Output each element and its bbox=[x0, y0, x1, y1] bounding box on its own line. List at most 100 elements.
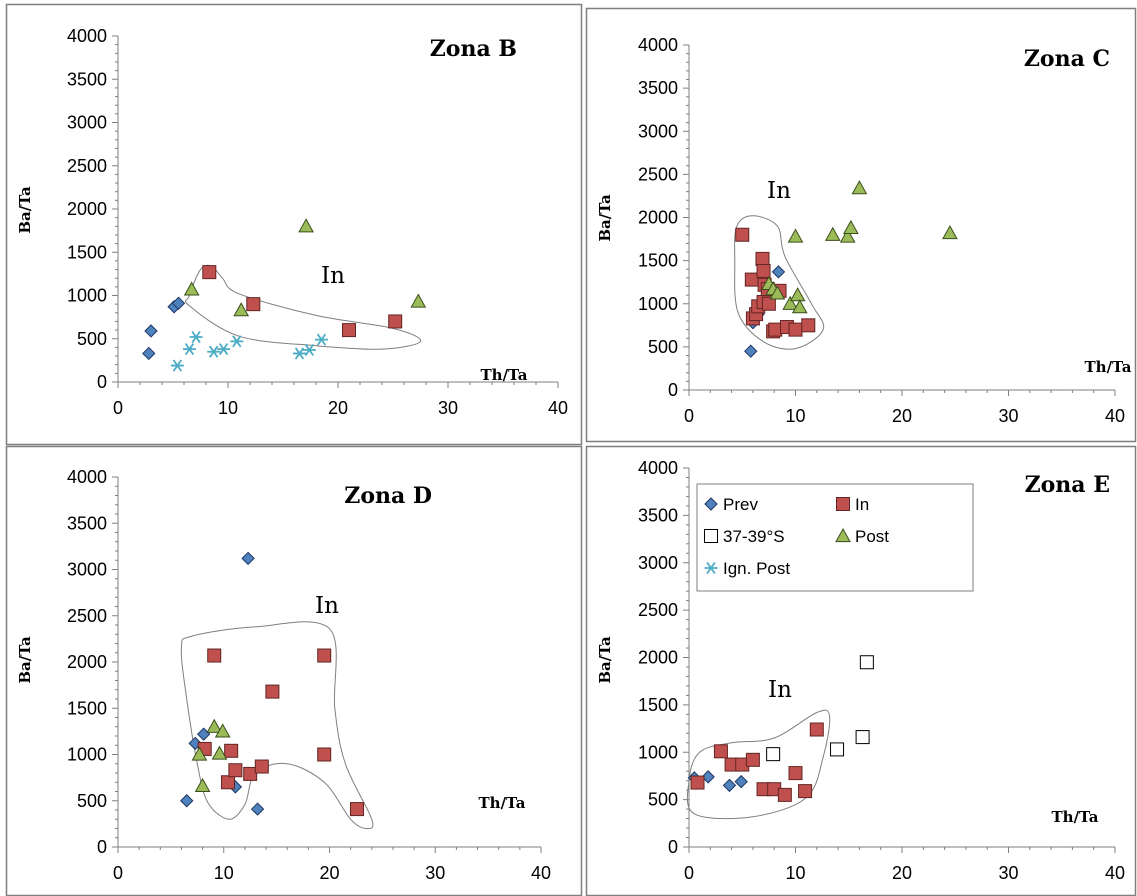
y-tick-label: 2500 bbox=[67, 156, 107, 176]
marker-prev bbox=[734, 774, 748, 789]
marker-post bbox=[787, 228, 804, 243]
y-tick-label: 2500 bbox=[638, 600, 678, 620]
x-tick-label: 20 bbox=[892, 863, 912, 883]
x-tick-label: 0 bbox=[113, 398, 123, 418]
marker-s3739 bbox=[855, 730, 870, 745]
y-tick-label: 2000 bbox=[638, 648, 678, 668]
marker-prev bbox=[771, 265, 786, 279]
marker-prev bbox=[171, 296, 186, 310]
marker-in bbox=[317, 747, 332, 762]
legend-label-post: Post bbox=[855, 527, 889, 546]
panel-border bbox=[5, 3, 583, 446]
x-tick-label: 10 bbox=[785, 406, 805, 426]
region-label-in: In bbox=[767, 178, 791, 204]
y-tick-label: 4000 bbox=[638, 35, 678, 55]
y-tick-label: 500 bbox=[77, 329, 107, 349]
y-tick-label: 3500 bbox=[638, 78, 678, 98]
x-tick-label: 10 bbox=[218, 398, 238, 418]
x-tick-label: 0 bbox=[113, 863, 123, 883]
marker-in bbox=[713, 744, 728, 759]
marker-post bbox=[410, 293, 427, 308]
region-label-in: In bbox=[315, 593, 339, 619]
legend-marker-prev bbox=[704, 497, 718, 511]
y-tick-label: 1000 bbox=[638, 294, 678, 314]
y-tick-label: 3500 bbox=[67, 69, 107, 89]
y-tick-label: 1000 bbox=[67, 745, 107, 765]
marker-post bbox=[824, 226, 841, 241]
y-tick-label: 4000 bbox=[67, 467, 107, 487]
marker-in bbox=[265, 684, 280, 699]
y-tick-label: 1000 bbox=[638, 742, 678, 762]
marker-prev bbox=[241, 551, 255, 566]
x-tick-label: 30 bbox=[425, 863, 445, 883]
x-tick-label: 20 bbox=[892, 406, 912, 426]
marker-s3739 bbox=[830, 742, 845, 757]
panel-zona-b: 0 500 1000 1500 2000 2500 3000 3500 4000 0 10 20 30 4… bbox=[5, 3, 583, 446]
x-axis-label: Th/Ta bbox=[481, 366, 528, 384]
y-tick-label: 3000 bbox=[638, 121, 678, 141]
legend-marker-post bbox=[835, 527, 851, 543]
x-tick-label: 40 bbox=[1105, 863, 1125, 883]
marker-prev bbox=[180, 794, 194, 808]
marker-prev bbox=[142, 346, 156, 361]
marker-post bbox=[843, 219, 859, 234]
x-axis-label: Th/Ta bbox=[1052, 808, 1099, 826]
y-axis-label: Ba/Ta bbox=[596, 194, 614, 242]
x-tick-label: 30 bbox=[438, 398, 458, 418]
x-tick-label: 0 bbox=[684, 863, 694, 883]
marker-in bbox=[349, 802, 364, 817]
marker-in bbox=[761, 296, 776, 311]
legend-marker-ign bbox=[704, 561, 718, 575]
y-tick-label: 3500 bbox=[67, 513, 107, 533]
y-tick-label: 1500 bbox=[67, 242, 107, 262]
chart-title: Zona E bbox=[1025, 472, 1110, 498]
marker-in bbox=[228, 763, 243, 778]
y-tick-label: 0 bbox=[668, 380, 678, 400]
marker-in bbox=[745, 752, 760, 767]
marker-post bbox=[211, 745, 228, 760]
marker-in bbox=[342, 323, 356, 338]
x-tick-label: 0 bbox=[684, 406, 694, 426]
y-tick-label: 2000 bbox=[638, 208, 678, 228]
marker-prev bbox=[250, 802, 265, 816]
marker-prev bbox=[196, 727, 211, 741]
marker-in bbox=[690, 775, 705, 790]
chart-title: Zona C bbox=[1024, 46, 1110, 72]
marker-prev bbox=[144, 324, 158, 338]
legend-label-in: In bbox=[855, 495, 869, 514]
marker-in bbox=[243, 766, 258, 781]
marker-in bbox=[246, 297, 261, 312]
marker-in bbox=[756, 263, 771, 278]
marker-post bbox=[214, 723, 231, 738]
legend-label-ign: Ign. Post bbox=[723, 559, 790, 578]
marker-post bbox=[769, 285, 786, 300]
marker-in bbox=[220, 775, 235, 790]
x-axis-label: Th/Ta bbox=[1085, 358, 1132, 376]
y-tick-label: 500 bbox=[77, 791, 107, 811]
legend-marker-in bbox=[836, 497, 850, 511]
marker-post bbox=[782, 295, 799, 310]
marker-in bbox=[801, 318, 816, 333]
marker-ign bbox=[230, 335, 244, 348]
legend-box bbox=[696, 483, 974, 592]
marker-in bbox=[388, 314, 403, 329]
x-tick-label: 30 bbox=[998, 863, 1018, 883]
marker-post bbox=[206, 718, 223, 733]
marker-post bbox=[791, 299, 808, 314]
x-axis-label: Th/Ta bbox=[479, 794, 526, 812]
legend-marker-s3739 bbox=[704, 529, 718, 543]
marker-post bbox=[851, 180, 868, 195]
y-axis-label: Ba/Ta bbox=[16, 186, 34, 234]
y-axis-label: Ba/Ta bbox=[596, 636, 614, 684]
region-outline-in bbox=[184, 264, 422, 350]
y-tick-label: 500 bbox=[648, 337, 678, 357]
region-label-in: In bbox=[768, 677, 792, 703]
y-tick-label: 1500 bbox=[638, 695, 678, 715]
y-tick-label: 1000 bbox=[67, 286, 107, 306]
y-tick-label: 500 bbox=[648, 790, 678, 810]
y-tick-label: 2500 bbox=[638, 164, 678, 184]
legend-label-prev: Prev bbox=[723, 495, 758, 514]
x-tick-label: 30 bbox=[998, 406, 1018, 426]
y-tick-label: 2000 bbox=[67, 199, 107, 219]
